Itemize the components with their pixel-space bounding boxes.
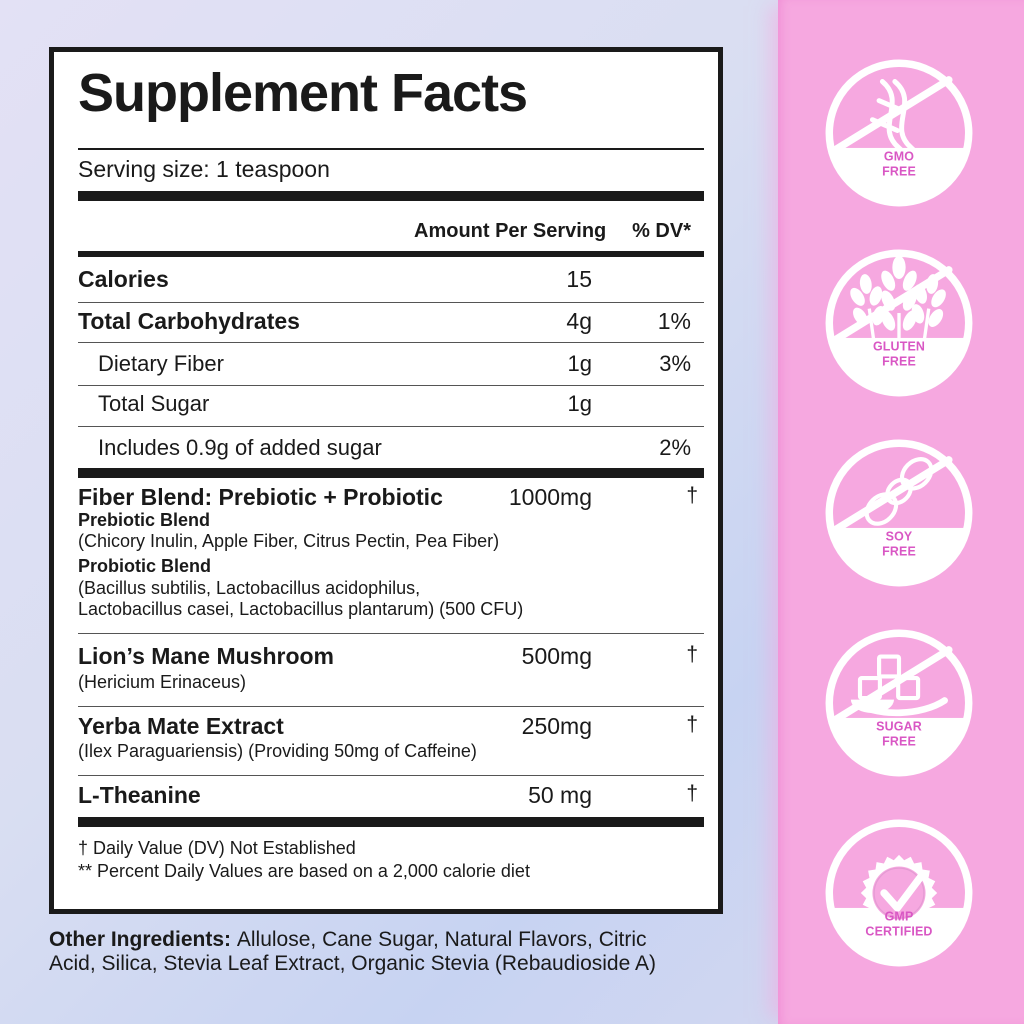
svg-text:FREE: FREE [882,734,916,748]
svg-text:CERTIFIED: CERTIFIED [865,924,932,938]
svg-text:GMO: GMO [884,149,914,163]
svg-text:GLUTEN: GLUTEN [873,339,925,353]
svg-text:GMP: GMP [885,909,914,923]
svg-text:FREE: FREE [882,354,916,368]
svg-text:SOY: SOY [886,529,913,543]
svg-text:FREE: FREE [882,544,916,558]
svg-text:SUGAR: SUGAR [876,719,922,733]
svg-text:FREE: FREE [882,164,916,178]
